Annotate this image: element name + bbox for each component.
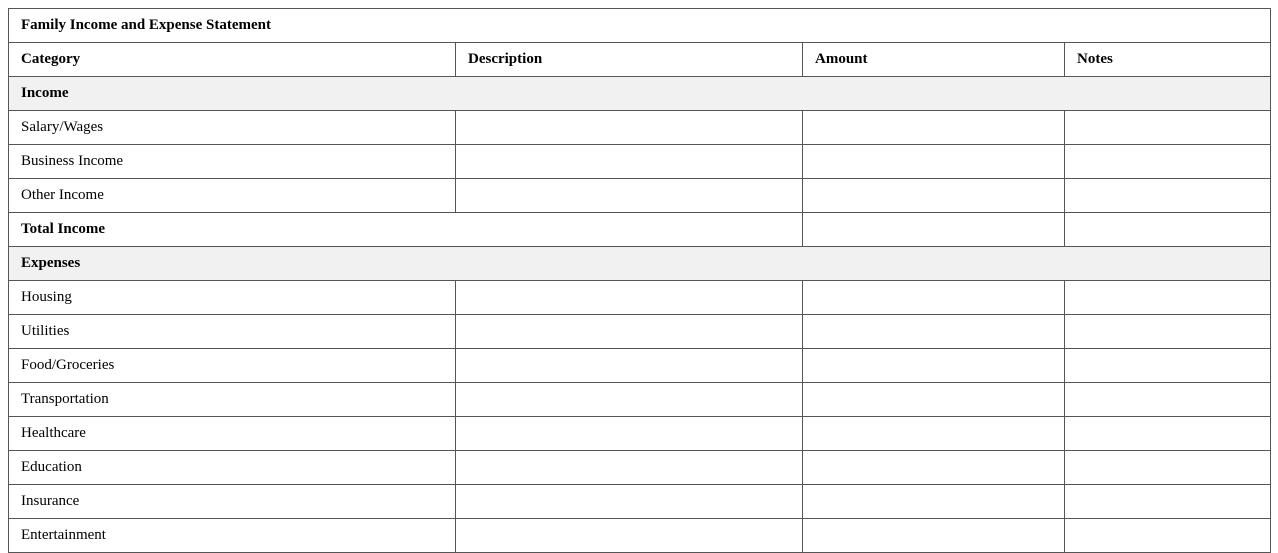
table-title: Family Income and Expense Statement — [8, 8, 1271, 43]
category-cell: Food/Groceries — [8, 348, 456, 383]
description-cell[interactable] — [455, 280, 803, 315]
description-cell[interactable] — [455, 144, 803, 179]
description-cell[interactable] — [455, 348, 803, 383]
category-cell: Transportation — [8, 382, 456, 417]
description-cell[interactable] — [455, 518, 803, 553]
total-income-label: Total Income — [8, 212, 803, 247]
amount-cell[interactable] — [802, 484, 1065, 519]
header-row: Category Description Amount Notes — [8, 42, 1271, 77]
description-cell[interactable] — [455, 382, 803, 417]
description-cell[interactable] — [455, 416, 803, 451]
table-row: Other Income — [8, 178, 1271, 213]
income-section-row: Income — [8, 76, 1271, 111]
notes-cell[interactable] — [1064, 314, 1271, 349]
amount-cell[interactable] — [802, 178, 1065, 213]
amount-cell[interactable] — [802, 382, 1065, 417]
category-cell: Education — [8, 450, 456, 485]
notes-cell[interactable] — [1064, 382, 1271, 417]
amount-cell[interactable] — [802, 110, 1065, 145]
total-income-row: Total Income — [8, 212, 1271, 247]
description-cell[interactable] — [455, 484, 803, 519]
category-cell: Salary/Wages — [8, 110, 456, 145]
amount-cell[interactable] — [802, 416, 1065, 451]
table-row: Utilities — [8, 314, 1271, 349]
total-income-amount[interactable] — [802, 212, 1065, 247]
notes-cell[interactable] — [1064, 518, 1271, 553]
description-cell[interactable] — [455, 178, 803, 213]
amount-cell[interactable] — [802, 144, 1065, 179]
description-cell[interactable] — [455, 110, 803, 145]
notes-cell[interactable] — [1064, 484, 1271, 519]
expenses-section-label: Expenses — [8, 246, 1271, 281]
category-cell: Housing — [8, 280, 456, 315]
header-notes: Notes — [1064, 42, 1271, 77]
header-description: Description — [455, 42, 803, 77]
category-cell: Other Income — [8, 178, 456, 213]
total-income-notes[interactable] — [1064, 212, 1271, 247]
amount-cell[interactable] — [802, 450, 1065, 485]
category-cell: Insurance — [8, 484, 456, 519]
amount-cell[interactable] — [802, 280, 1065, 315]
notes-cell[interactable] — [1064, 144, 1271, 179]
table-row: Business Income — [8, 144, 1271, 179]
notes-cell[interactable] — [1064, 348, 1271, 383]
category-cell: Entertainment — [8, 518, 456, 553]
category-cell: Business Income — [8, 144, 456, 179]
table-row: Transportation — [8, 382, 1271, 417]
table-row: Healthcare — [8, 416, 1271, 451]
notes-cell[interactable] — [1064, 416, 1271, 451]
notes-cell[interactable] — [1064, 280, 1271, 315]
header-amount: Amount — [802, 42, 1065, 77]
table-row: Insurance — [8, 484, 1271, 519]
table-row: Education — [8, 450, 1271, 485]
amount-cell[interactable] — [802, 348, 1065, 383]
table-row: Entertainment — [8, 518, 1271, 553]
category-cell: Healthcare — [8, 416, 456, 451]
title-row: Family Income and Expense Statement — [8, 8, 1271, 43]
income-expense-table: Family Income and Expense Statement Cate… — [8, 8, 1271, 553]
description-cell[interactable] — [455, 450, 803, 485]
table-row: Salary/Wages — [8, 110, 1271, 145]
description-cell[interactable] — [455, 314, 803, 349]
amount-cell[interactable] — [802, 314, 1065, 349]
notes-cell[interactable] — [1064, 110, 1271, 145]
income-section-label: Income — [8, 76, 1271, 111]
expenses-section-row: Expenses — [8, 246, 1271, 281]
category-cell: Utilities — [8, 314, 456, 349]
header-category: Category — [8, 42, 456, 77]
table-row: Housing — [8, 280, 1271, 315]
table-row: Food/Groceries — [8, 348, 1271, 383]
amount-cell[interactable] — [802, 518, 1065, 553]
notes-cell[interactable] — [1064, 178, 1271, 213]
notes-cell[interactable] — [1064, 450, 1271, 485]
